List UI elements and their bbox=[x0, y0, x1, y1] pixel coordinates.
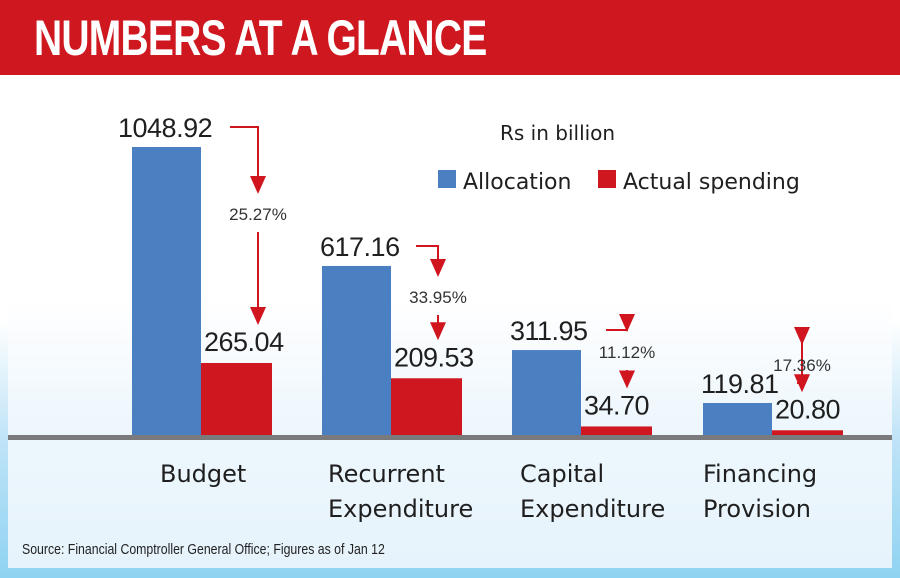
value-label-actual: 265.04 bbox=[204, 327, 284, 357]
source-note: Source: Financial Comptroller General Of… bbox=[22, 541, 385, 558]
legend-label-actual: Actual spending bbox=[623, 170, 800, 195]
bar-actual-spending bbox=[772, 430, 843, 436]
value-label-allocation: 311.95 bbox=[510, 316, 588, 346]
category-label: Budget bbox=[160, 460, 246, 488]
bar-allocation bbox=[322, 265, 391, 436]
value-label-allocation: 1048.92 bbox=[118, 113, 212, 143]
category-label: Provision bbox=[703, 495, 811, 523]
bar-allocation bbox=[512, 350, 581, 436]
arrow-down-icon bbox=[794, 374, 810, 393]
bars-group bbox=[132, 147, 843, 436]
category-label: Expenditure bbox=[328, 495, 473, 523]
bar-actual-spending bbox=[581, 426, 652, 436]
value-label-allocation: 119.81 bbox=[701, 369, 779, 399]
x-axis-baseline bbox=[8, 435, 892, 440]
labels-group: 1048.92 265.04 25.27% Budget 617.16 209.53 33.… bbox=[118, 113, 841, 523]
percentage-label: 25.27% bbox=[229, 205, 287, 224]
legend-label-allocation: Allocation bbox=[463, 170, 571, 195]
connector-line bbox=[230, 126, 259, 178]
value-label-actual: 34.70 bbox=[584, 390, 649, 420]
bar-allocation bbox=[703, 402, 772, 436]
arrow-down-icon bbox=[430, 322, 446, 341]
category-label: Recurrent bbox=[328, 460, 445, 488]
arrow-down-icon bbox=[619, 370, 635, 389]
bar-actual-spending bbox=[391, 378, 462, 436]
page-title: NUMBERS AT A GLANCE bbox=[34, 10, 487, 66]
value-label-actual: 209.53 bbox=[394, 342, 474, 372]
category-label: Expenditure bbox=[520, 495, 665, 523]
arrow-down-icon bbox=[794, 327, 810, 345]
bar-actual-spending bbox=[201, 362, 272, 436]
value-label-actual: 20.80 bbox=[775, 394, 840, 424]
arrow-down-icon bbox=[250, 306, 266, 325]
bar-allocation bbox=[132, 147, 201, 436]
legend-swatch-allocation bbox=[438, 170, 456, 188]
arrows-group bbox=[230, 126, 810, 393]
legend-swatch-actual bbox=[598, 170, 616, 188]
category-label: Financing bbox=[703, 460, 817, 488]
arrow-down-icon bbox=[430, 259, 446, 277]
arrow-down-icon bbox=[619, 314, 635, 332]
percentage-label: 17.36% bbox=[773, 356, 831, 375]
percentage-label: 11.12% bbox=[599, 343, 655, 362]
value-label-allocation: 617.16 bbox=[320, 232, 400, 262]
unit-label: Rs in billion bbox=[500, 121, 615, 145]
header-banner: NUMBERS AT A GLANCE bbox=[0, 0, 900, 75]
connector-line bbox=[416, 244, 439, 261]
percentage-label: 33.95% bbox=[409, 288, 467, 307]
arrow-down-icon bbox=[250, 176, 266, 194]
category-label: Capital bbox=[520, 460, 604, 488]
